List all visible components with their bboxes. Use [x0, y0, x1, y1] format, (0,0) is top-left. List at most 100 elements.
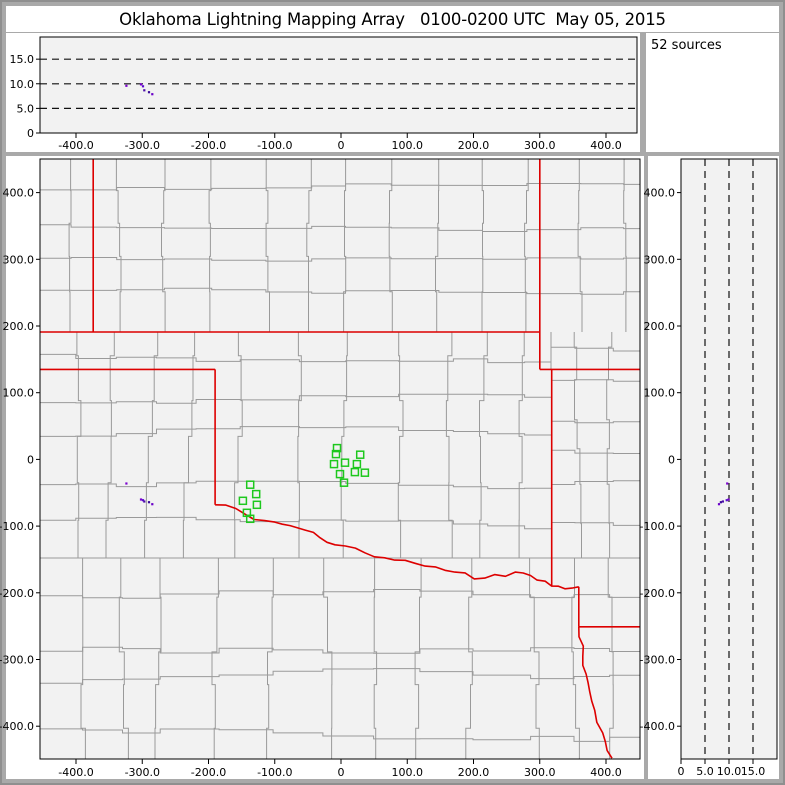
county-line	[208, 159, 212, 332]
tick-label: 0	[338, 766, 345, 779]
county-line	[551, 379, 640, 382]
tick-label: -100.0	[257, 766, 292, 779]
state-border-tx-la	[578, 626, 613, 759]
county-line	[479, 332, 488, 558]
tick-label: 400.0	[590, 139, 622, 152]
source-dot-plan	[141, 499, 145, 502]
tick-label: 100.0	[392, 139, 424, 152]
county-line	[40, 589, 640, 599]
tick-label: -100.0	[257, 139, 292, 152]
county-line	[606, 332, 613, 558]
source-dot-right	[719, 501, 722, 504]
county-line	[551, 346, 640, 352]
tick-label: -300.0	[640, 654, 675, 667]
source-dot-top	[143, 89, 146, 92]
top-plot-background	[40, 37, 637, 133]
county-line	[40, 646, 640, 654]
source-dot-right	[725, 499, 728, 502]
source-dot-plan	[125, 482, 128, 485]
county-line	[40, 393, 551, 404]
tick-label: -100.0	[0, 520, 34, 533]
source-dot-right	[721, 500, 724, 503]
tick-label: 100.0	[3, 387, 35, 400]
county-line	[144, 332, 159, 558]
source-dot-top	[125, 84, 128, 87]
tick-label: 0	[338, 139, 345, 152]
source-dot-top	[151, 93, 154, 96]
county-line	[40, 183, 640, 191]
county-line	[40, 426, 551, 437]
tick-label: 0	[27, 453, 34, 466]
county-line	[343, 159, 347, 332]
county-line	[524, 159, 529, 332]
source-dot-top	[141, 85, 145, 88]
lma-station-marker	[332, 443, 342, 453]
tick-label: -300.0	[125, 766, 160, 779]
tick-label: -200.0	[0, 587, 34, 600]
county-line	[306, 159, 312, 332]
lma-station-marker	[331, 449, 341, 459]
state-borders	[40, 159, 640, 759]
tick-label: 5.0	[17, 102, 35, 115]
county-line	[573, 332, 582, 558]
county-line	[40, 516, 551, 530]
county-line	[551, 449, 640, 454]
source-dot-top	[147, 91, 151, 94]
county-line	[182, 332, 196, 558]
county-line	[388, 159, 393, 332]
tick-label: -200.0	[640, 587, 675, 600]
tick-label: -200.0	[191, 139, 226, 152]
tick-label: 200.0	[644, 320, 676, 333]
county-line	[551, 480, 640, 485]
county-line	[118, 558, 129, 759]
tick-label: 200.0	[458, 139, 490, 152]
lma-station-marker	[335, 469, 345, 479]
tick-label: 10.0	[717, 765, 742, 778]
county-line	[518, 332, 525, 558]
tick-label: 300.0	[524, 766, 556, 779]
county-line	[40, 257, 640, 262]
lma-station-marker	[245, 514, 255, 524]
tick-label: -400.0	[640, 720, 675, 733]
lma-station-marker	[352, 459, 362, 469]
county-line	[68, 159, 72, 332]
county-line	[551, 420, 640, 424]
county-line	[397, 332, 404, 558]
tick-label: -200.0	[191, 766, 226, 779]
lma-station-marker	[252, 500, 262, 510]
tick-label: -300.0	[125, 139, 160, 152]
tick-label: -400.0	[0, 720, 34, 733]
tick-label: -300.0	[0, 654, 34, 667]
tick-label: 10.0	[10, 78, 35, 91]
county-line	[161, 159, 166, 332]
tick-label: 400.0	[590, 766, 622, 779]
tick-label: -400.0	[58, 766, 93, 779]
county-line	[266, 558, 274, 759]
county-line	[40, 287, 640, 295]
county-line	[551, 522, 640, 526]
tick-label: 0	[668, 453, 675, 466]
tick-label: 15.0	[10, 53, 35, 66]
tick-label: 400.0	[3, 187, 35, 200]
county-line	[465, 558, 473, 759]
tick-label: 200.0	[458, 766, 490, 779]
lma-station-marker	[245, 480, 255, 489]
tick-label: 5.0	[696, 765, 714, 778]
tick-label: 400.0	[644, 187, 676, 200]
lma-station-marker	[360, 468, 370, 477]
county-line	[40, 728, 640, 742]
lma-station-marker	[329, 459, 339, 469]
source-count-label: 52 sources	[651, 38, 722, 53]
lma-station-marker	[251, 489, 261, 499]
county-line	[211, 558, 219, 759]
axis-ticks-and-labels: -400.0 -300.0 -200.0 -100.0 0 100.0 200.0 300.0…	[0, 53, 765, 779]
source-dot-right	[727, 498, 730, 501]
county-line	[40, 480, 551, 490]
source-dot-plan	[143, 500, 146, 503]
lma-station-marker	[350, 467, 360, 477]
lma-station-marker	[355, 450, 365, 459]
tick-label: -100.0	[640, 520, 675, 533]
source-dot-plan	[139, 498, 143, 501]
